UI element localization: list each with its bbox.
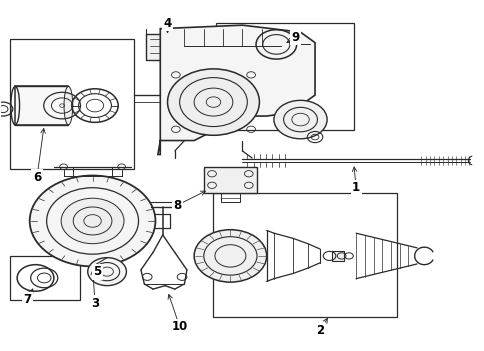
Ellipse shape bbox=[64, 86, 73, 125]
Text: 1: 1 bbox=[351, 181, 360, 194]
Bar bbox=[220, 193, 240, 202]
Circle shape bbox=[167, 69, 259, 135]
Bar bbox=[146, 34, 186, 60]
Bar bbox=[15, 86, 68, 125]
Text: 5: 5 bbox=[93, 265, 101, 278]
Bar bbox=[203, 167, 257, 193]
Text: 3: 3 bbox=[91, 297, 99, 310]
Text: 8: 8 bbox=[173, 199, 181, 212]
Text: 6: 6 bbox=[33, 171, 41, 184]
Circle shape bbox=[30, 176, 155, 266]
Text: 4: 4 bbox=[163, 17, 171, 30]
Bar bbox=[10, 256, 80, 300]
Text: 7: 7 bbox=[23, 293, 31, 306]
Circle shape bbox=[61, 198, 124, 244]
Circle shape bbox=[176, 38, 203, 58]
Circle shape bbox=[88, 258, 126, 286]
Circle shape bbox=[273, 100, 326, 139]
Text: 2: 2 bbox=[315, 324, 323, 337]
Bar bbox=[213, 193, 396, 317]
Polygon shape bbox=[158, 25, 315, 154]
Circle shape bbox=[194, 230, 266, 282]
Bar bbox=[215, 24, 353, 130]
Text: 9: 9 bbox=[291, 31, 299, 44]
Bar bbox=[10, 39, 134, 168]
Text: 10: 10 bbox=[171, 320, 187, 333]
Bar bbox=[331, 251, 343, 261]
